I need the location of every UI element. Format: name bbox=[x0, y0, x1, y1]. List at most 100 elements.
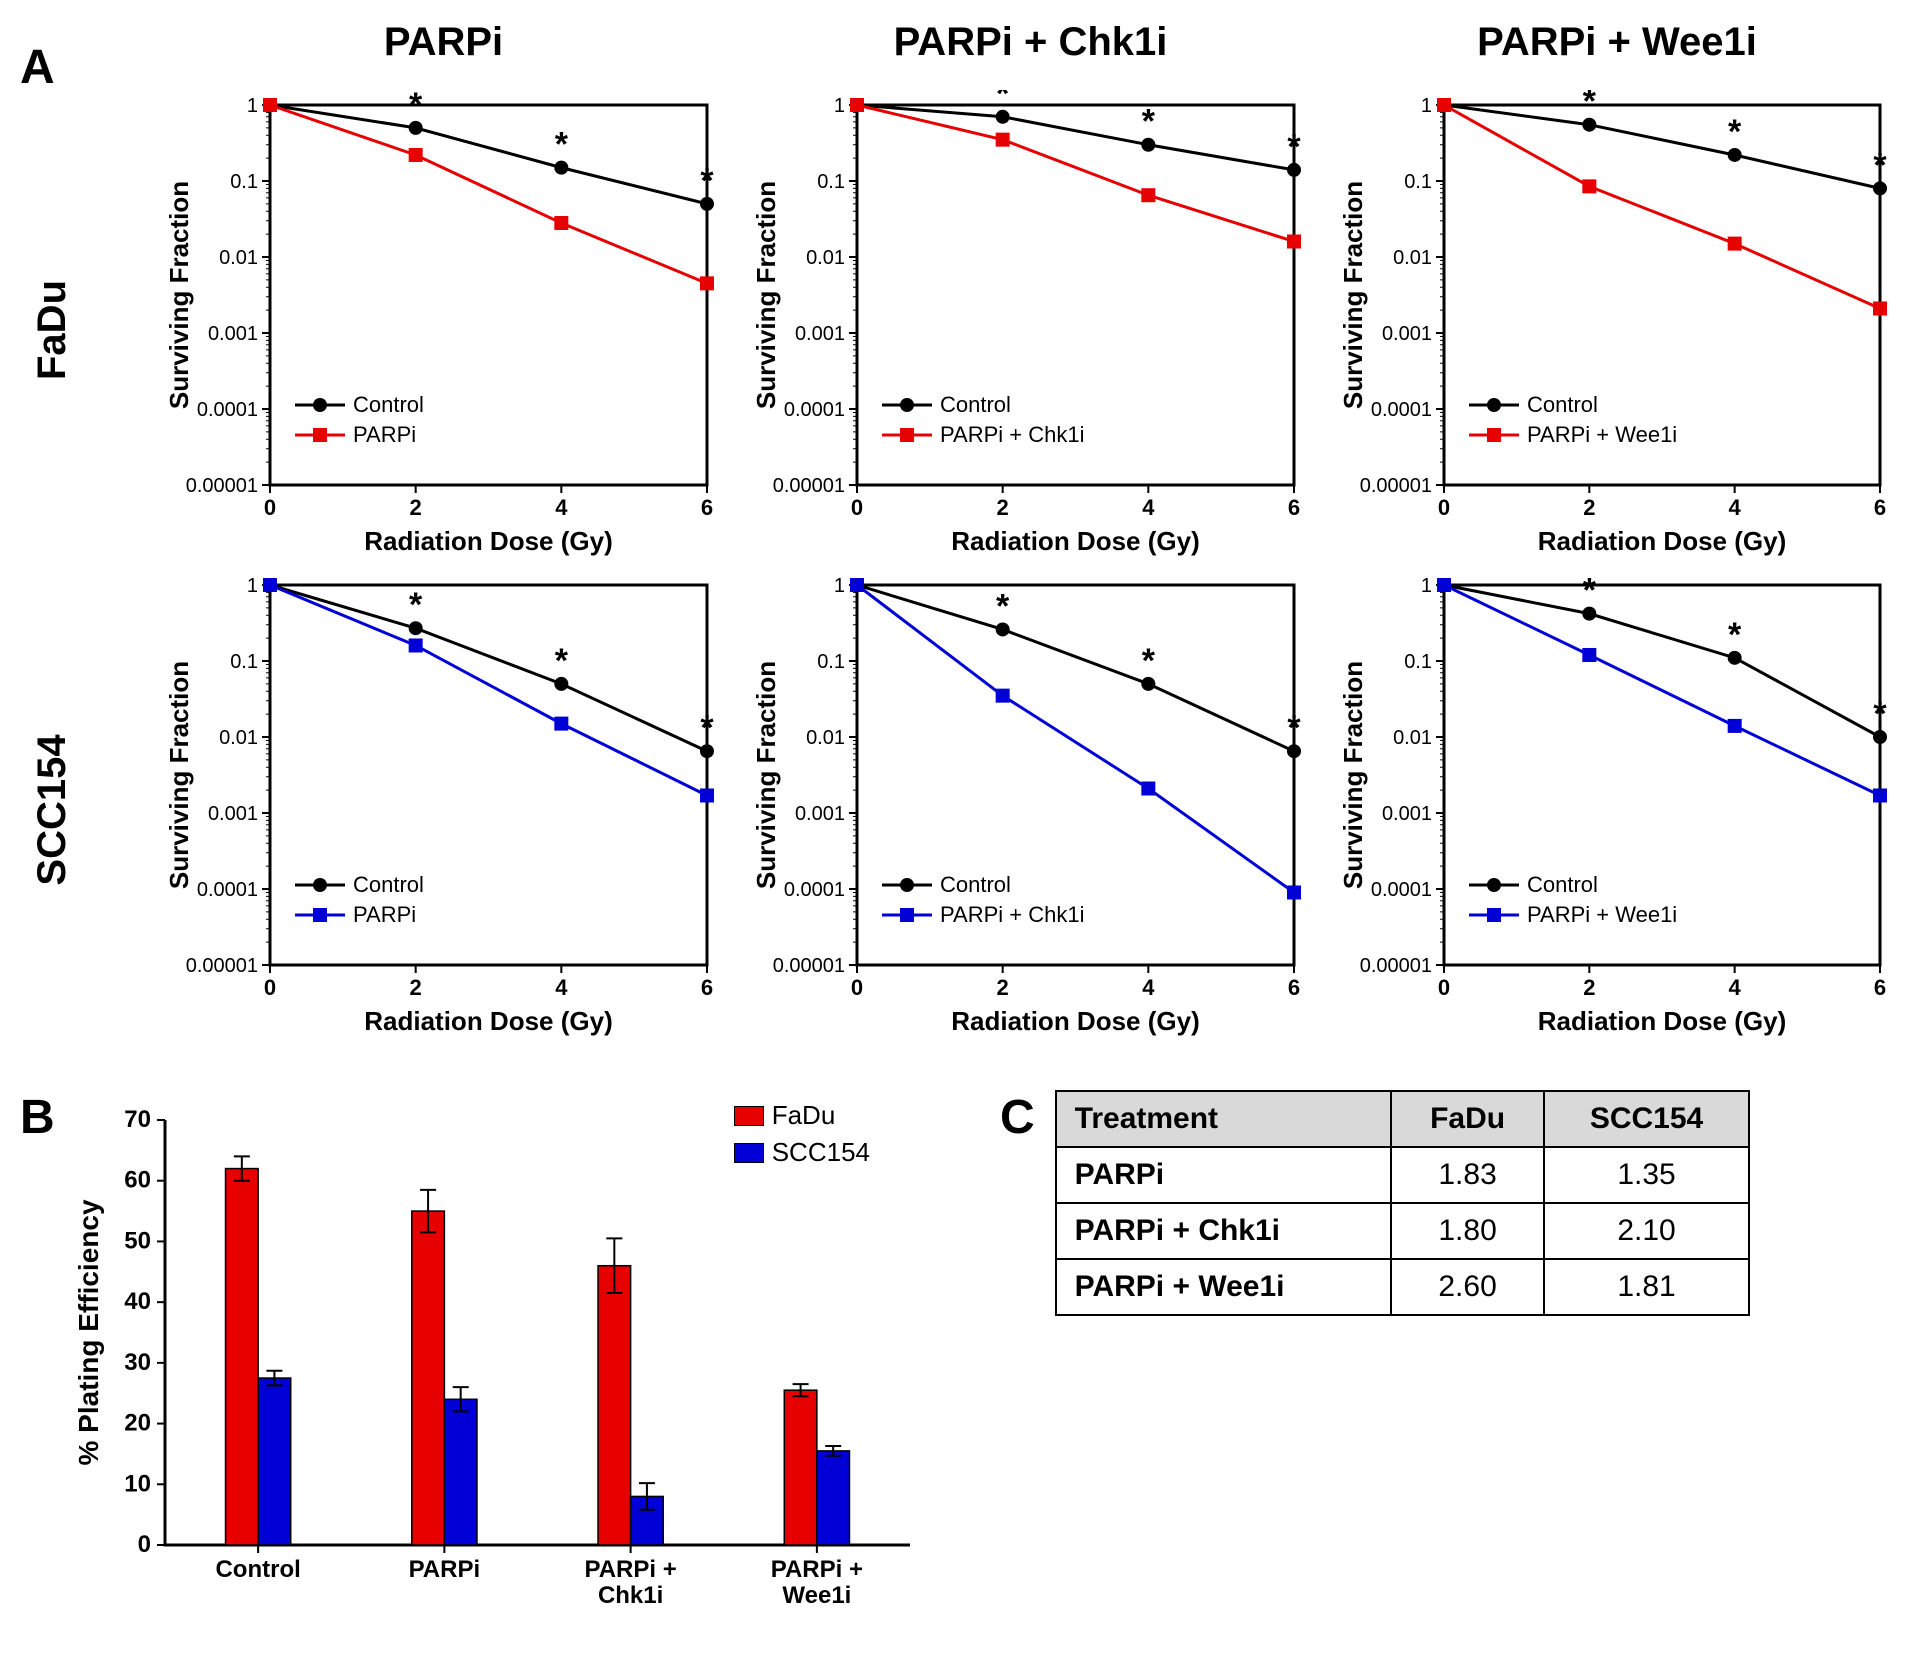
col-title-0: PARPi bbox=[160, 20, 727, 90]
svg-text:0: 0 bbox=[264, 495, 276, 520]
svg-text:Control: Control bbox=[1527, 392, 1598, 417]
svg-text:4: 4 bbox=[1729, 495, 1742, 520]
bar-legend-item: SCC154 bbox=[734, 1137, 870, 1168]
svg-text:0: 0 bbox=[1438, 975, 1450, 1000]
bottom-row: B 010203040506070% Plating EfficiencyCon… bbox=[20, 1090, 1900, 1650]
svg-text:Wee1i: Wee1i bbox=[782, 1582, 851, 1609]
figure-root: A PARPi PARPi + Chk1i PARPi + Wee1i FaDu… bbox=[20, 20, 1900, 1650]
svg-text:Surviving Fraction: Surviving Fraction bbox=[751, 181, 781, 409]
svg-text:0.001: 0.001 bbox=[795, 803, 845, 825]
svg-text:0.00001: 0.00001 bbox=[1360, 955, 1432, 977]
svg-text:2: 2 bbox=[410, 495, 422, 520]
panel-a-grid: A PARPi PARPi + Chk1i PARPi + Wee1i FaDu… bbox=[20, 20, 1900, 1050]
svg-text:Radiation Dose (Gy): Radiation Dose (Gy) bbox=[951, 526, 1199, 556]
svg-text:4: 4 bbox=[1729, 975, 1742, 1000]
svg-text:Surviving Fraction: Surviving Fraction bbox=[1338, 181, 1368, 409]
svg-text:0.001: 0.001 bbox=[1382, 803, 1432, 825]
legend-swatch bbox=[734, 1143, 764, 1163]
svg-text:Surviving Fraction: Surviving Fraction bbox=[164, 181, 194, 409]
svg-text:% Plating Efficiency: % Plating Efficiency bbox=[73, 1199, 104, 1465]
svg-text:Radiation Dose (Gy): Radiation Dose (Gy) bbox=[364, 526, 612, 556]
svg-text:*: * bbox=[700, 709, 714, 747]
svg-text:0.01: 0.01 bbox=[1393, 727, 1432, 749]
svg-text:0: 0 bbox=[264, 975, 276, 1000]
svg-text:*: * bbox=[996, 90, 1010, 113]
svg-text:0.00001: 0.00001 bbox=[773, 955, 845, 977]
svg-text:0.00001: 0.00001 bbox=[773, 475, 845, 497]
svg-text:0.01: 0.01 bbox=[219, 247, 258, 269]
svg-text:1: 1 bbox=[247, 95, 258, 117]
svg-text:0.01: 0.01 bbox=[219, 727, 258, 749]
svg-text:*: * bbox=[1583, 90, 1597, 121]
bar-chart: 010203040506070% Plating EfficiencyContr… bbox=[70, 1090, 920, 1650]
svg-text:0.1: 0.1 bbox=[230, 171, 258, 193]
svg-text:0.00001: 0.00001 bbox=[186, 475, 258, 497]
svg-text:*: * bbox=[1142, 103, 1156, 141]
col-title-2: PARPi + Wee1i bbox=[1334, 20, 1900, 90]
panel-c-table: Treatment FaDu SCC154 PARPi1.831.35PARPi… bbox=[1055, 1090, 1750, 1316]
table-cell-value: 1.80 bbox=[1391, 1203, 1544, 1259]
svg-text:6: 6 bbox=[1874, 495, 1886, 520]
svg-text:Radiation Dose (Gy): Radiation Dose (Gy) bbox=[1538, 1006, 1786, 1036]
svg-text:70: 70 bbox=[124, 1106, 151, 1133]
svg-text:4: 4 bbox=[555, 495, 568, 520]
svg-text:0: 0 bbox=[138, 1531, 151, 1558]
svg-text:2: 2 bbox=[997, 975, 1009, 1000]
chart-fadu-wee1i: 10.10.010.0010.00010.000010246Radiation … bbox=[1334, 90, 1900, 570]
chart-scc-parpi: 10.10.010.0010.00010.000010246Radiation … bbox=[160, 570, 727, 1050]
svg-text:2: 2 bbox=[1583, 975, 1595, 1000]
svg-text:4: 4 bbox=[1142, 975, 1155, 1000]
svg-text:0.00001: 0.00001 bbox=[186, 955, 258, 977]
legend-label: SCC154 bbox=[772, 1137, 870, 1168]
table-cell-value: 1.83 bbox=[1391, 1147, 1544, 1203]
svg-text:Control: Control bbox=[353, 872, 424, 897]
svg-text:0.01: 0.01 bbox=[806, 247, 845, 269]
svg-text:Radiation Dose (Gy): Radiation Dose (Gy) bbox=[951, 1006, 1199, 1036]
table-cell-value: 1.35 bbox=[1544, 1147, 1749, 1203]
svg-text:*: * bbox=[409, 90, 423, 124]
svg-text:Control: Control bbox=[940, 872, 1011, 897]
svg-text:*: * bbox=[1287, 709, 1301, 747]
svg-text:6: 6 bbox=[701, 495, 713, 520]
svg-text:*: * bbox=[1873, 146, 1887, 184]
svg-text:4: 4 bbox=[1142, 495, 1155, 520]
svg-text:0.0001: 0.0001 bbox=[1371, 399, 1432, 421]
svg-text:PARPi +: PARPi + bbox=[585, 1556, 677, 1583]
svg-text:0.1: 0.1 bbox=[1404, 171, 1432, 193]
table-row: PARPi + Wee1i2.601.81 bbox=[1056, 1259, 1749, 1315]
svg-text:*: * bbox=[555, 126, 569, 164]
svg-text:Surviving Fraction: Surviving Fraction bbox=[751, 661, 781, 889]
svg-text:0.00001: 0.00001 bbox=[1360, 475, 1432, 497]
table-row: PARPi + Chk1i1.802.10 bbox=[1056, 1203, 1749, 1259]
svg-text:PARPi: PARPi bbox=[353, 422, 416, 447]
svg-text:1: 1 bbox=[834, 95, 845, 117]
row-label-fadu: FaDu bbox=[30, 280, 75, 380]
table-cell-treatment: PARPi + Chk1i bbox=[1056, 1203, 1391, 1259]
col-title-1: PARPi + Chk1i bbox=[747, 20, 1314, 90]
svg-text:Control: Control bbox=[940, 392, 1011, 417]
table-header-treatment: Treatment bbox=[1056, 1091, 1391, 1147]
svg-text:*: * bbox=[1728, 616, 1742, 654]
svg-text:0.01: 0.01 bbox=[806, 727, 845, 749]
svg-text:*: * bbox=[700, 162, 714, 200]
svg-text:1: 1 bbox=[247, 575, 258, 597]
svg-text:*: * bbox=[1728, 113, 1742, 151]
svg-text:PARPi: PARPi bbox=[409, 1556, 481, 1583]
svg-text:1: 1 bbox=[1421, 95, 1432, 117]
svg-text:*: * bbox=[555, 642, 569, 680]
svg-text:Control: Control bbox=[353, 392, 424, 417]
panel-b-label: B bbox=[20, 1090, 55, 1145]
row-label-scc154: SCC154 bbox=[30, 734, 75, 885]
svg-text:Control: Control bbox=[215, 1556, 300, 1583]
table-cell-value: 2.10 bbox=[1544, 1203, 1749, 1259]
svg-text:PARPi + Wee1i: PARPi + Wee1i bbox=[1527, 902, 1677, 927]
svg-text:PARPi: PARPi bbox=[353, 902, 416, 927]
svg-text:0.0001: 0.0001 bbox=[784, 399, 845, 421]
chart-fadu-parpi: 10.10.010.0010.00010.000010246Radiation … bbox=[160, 90, 727, 570]
svg-text:6: 6 bbox=[1874, 975, 1886, 1000]
svg-text:30: 30 bbox=[124, 1349, 151, 1376]
svg-text:20: 20 bbox=[124, 1410, 151, 1437]
svg-text:*: * bbox=[996, 587, 1010, 625]
svg-text:0.1: 0.1 bbox=[1404, 651, 1432, 673]
chart-scc-chk1i: 10.10.010.0010.00010.000010246Radiation … bbox=[747, 570, 1314, 1050]
